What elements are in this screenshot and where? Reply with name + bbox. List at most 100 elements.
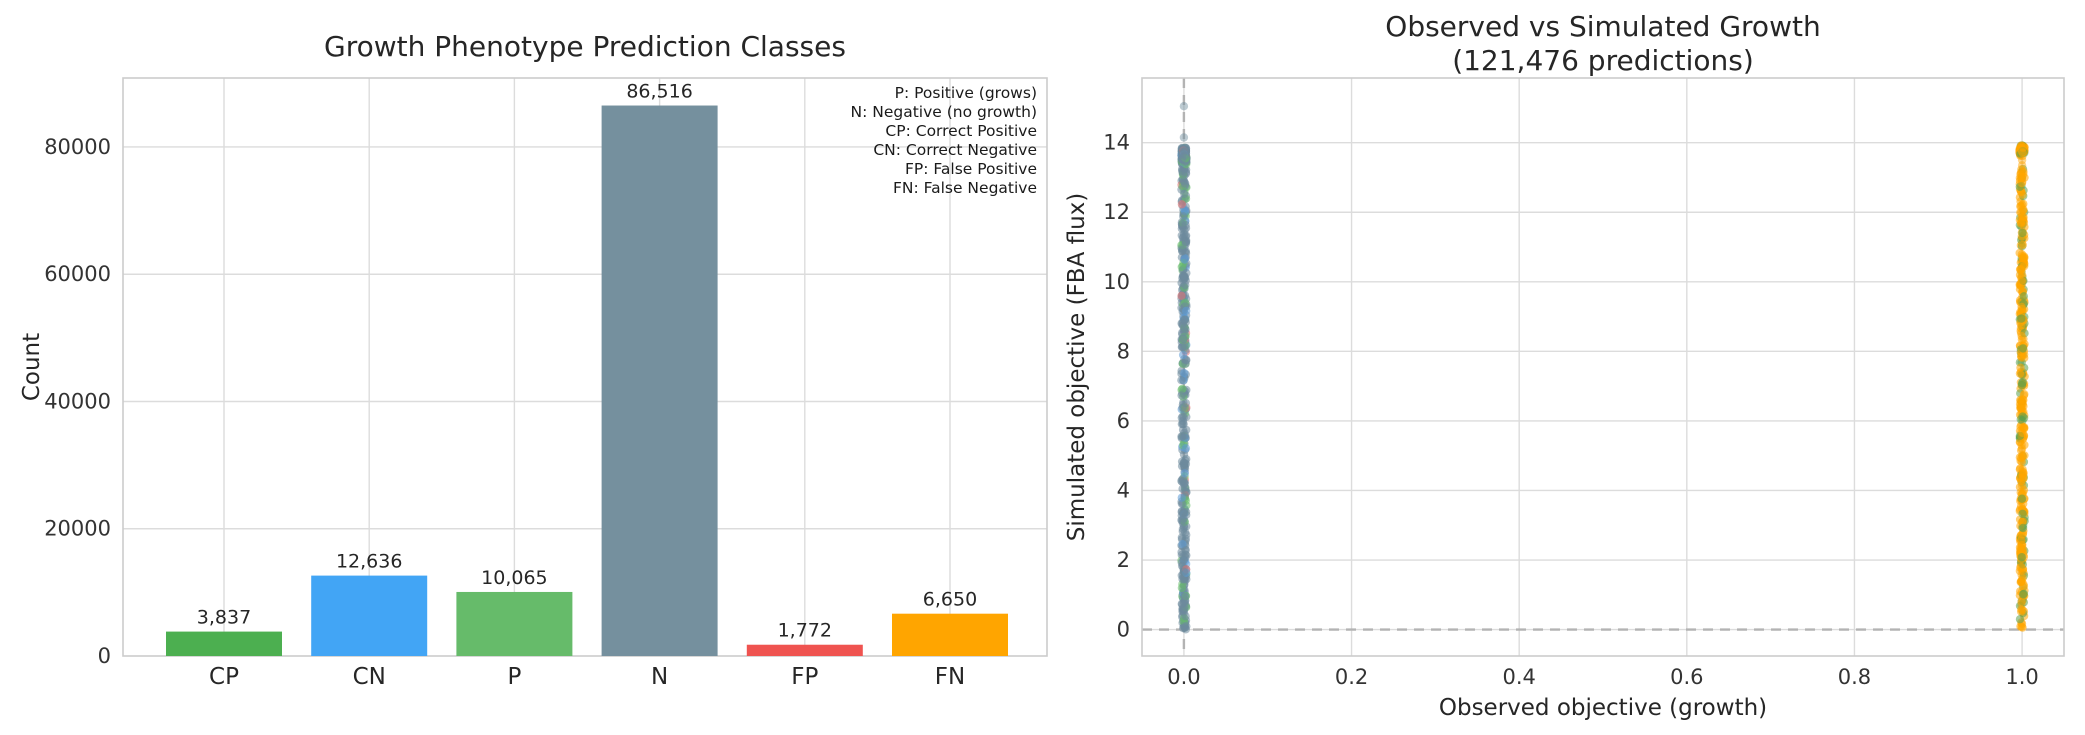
scatter-point: [1179, 212, 1188, 221]
scatter-point: [2018, 216, 2027, 225]
scatter-x-axis-label: Observed objective (growth): [1438, 695, 1768, 721]
scatter-y-tick-label: 10: [1103, 270, 1130, 294]
scatter-point: [2015, 369, 2025, 378]
scatter-x-tick-label: 0.4: [1502, 665, 1535, 689]
scatter-point: [2017, 605, 2026, 614]
scatter-point: [1178, 527, 1188, 536]
scatter-point: [2017, 302, 2026, 312]
scatter-point: [1182, 306, 1191, 316]
scatter-point: [2019, 252, 2029, 261]
scatter-point: [1177, 291, 1186, 300]
scatter-point: [1178, 149, 1187, 159]
scatter-chart-title: Observed vs Simulated Growth (121,476 pr…: [1142, 10, 2064, 78]
scatter-point: [1178, 319, 1187, 328]
scatter-point: [2019, 292, 2029, 301]
scatter-point: [2017, 562, 2026, 572]
scatter-y-tick-label: 8: [1117, 339, 1130, 363]
scatter-point: [1180, 189, 1189, 198]
legend-line-cp: CP: Correct Positive: [885, 122, 1037, 140]
scatter-y-tick-label: 4: [1117, 478, 1130, 502]
bar-y-tick-label: 40000: [44, 389, 111, 413]
scatter-point: [1181, 220, 1190, 230]
scatter-point: [2019, 350, 2029, 359]
scatter-point: [2015, 615, 2025, 624]
scatter-title-line2: (121,476 predictions): [1452, 44, 1754, 77]
bar-chart: 0 20000 40000 60000 80000 3,837 CP 12,636 CN 10,0…: [44, 77, 1048, 690]
legend-line-p: P: Positive (grows): [894, 84, 1037, 102]
scatter-point: [2015, 453, 2025, 462]
scatter-point: [1179, 102, 1189, 111]
scatter-point: [2020, 261, 2029, 271]
scatter-point: [2017, 536, 2026, 545]
scatter-point: [1178, 403, 1187, 412]
class-legend: P: Positive (grows) N: Negative (no grow…: [851, 84, 1038, 198]
scatter-y-tick-label: 0: [1117, 618, 1130, 642]
scatter-title-line1: Observed vs Simulated Growth: [1385, 10, 1821, 43]
bar-FP: [746, 644, 863, 656]
scatter-point: [1180, 604, 1189, 613]
scatter-y-tick-label: 6: [1117, 409, 1130, 433]
scatter-point: [2017, 332, 2026, 341]
bar-CN: [311, 575, 428, 656]
scatter-point: [1180, 369, 1189, 378]
scatter-point: [1178, 245, 1187, 254]
scatter-point: [1180, 255, 1189, 264]
scatter-point: [1180, 479, 1189, 488]
scatter-point: [2018, 344, 2028, 353]
bar-value-label-N: 86,516: [626, 81, 692, 103]
scatter-point: [2017, 597, 2026, 607]
scatter-point: [1180, 342, 1189, 351]
legend-line-cn: CN: Correct Negative: [873, 141, 1037, 159]
scatter-column-x0: [1177, 102, 1191, 634]
scatter-point: [2018, 412, 2027, 421]
scatter-point: [1177, 200, 1187, 209]
scatter-column-x1: [2015, 141, 2029, 632]
scatter-point: [1178, 540, 1187, 549]
scatter-point: [2017, 380, 2027, 390]
scatter-x-tick-label: 0.8: [1838, 665, 1871, 689]
bar-N: [601, 105, 718, 656]
bar-P: [456, 591, 573, 656]
scatter-point: [2015, 285, 2025, 294]
scatter-point: [1182, 268, 1191, 278]
legend-line-n: N: Negative (no growth): [850, 103, 1038, 121]
scatter-point: [1182, 487, 1191, 497]
scatter-y-axis-label: Simulated objective (FBA flux): [1064, 192, 1090, 542]
bar-value-label-P: 10,065: [481, 567, 547, 589]
bar-value-label-FP: 1,772: [778, 620, 832, 642]
bar-x-tick-label-FP: FP: [791, 664, 818, 690]
scatter-point: [1178, 416, 1188, 426]
bar-x-tick-label-CP: CP: [209, 664, 239, 690]
bar-x-tick-label-P: P: [507, 664, 521, 690]
bar-x-tick-label-FN: FN: [935, 664, 965, 690]
bar-plot-border: [122, 77, 1048, 657]
legend-line-fn: FN: False Negative: [892, 179, 1037, 197]
scatter-point: [1178, 425, 1188, 435]
scatter-point: [1178, 350, 1188, 360]
bar-value-label-CN: 12,636: [336, 551, 402, 573]
scatter-point: [1179, 567, 1189, 576]
scatter-point: [1177, 583, 1187, 593]
scatter-point: [2017, 494, 2027, 503]
scatter-point: [1179, 514, 1188, 523]
scatter-point: [2017, 314, 2026, 323]
scatter-point: [2018, 509, 2027, 518]
scatter-point: [2018, 400, 2027, 409]
bar-FN: [892, 613, 1008, 656]
scatter-x-tick-label: 1.0: [2005, 665, 2038, 689]
scatter-point: [2018, 428, 2027, 438]
scatter-point: [2017, 440, 2026, 450]
scatter-point: [1180, 623, 1189, 632]
scatter-point: [2019, 206, 2028, 215]
bar-chart-y-axis-label: Count: [19, 332, 45, 402]
scatter-x-tick-label: 0.0: [1167, 665, 1200, 689]
scatter-point: [1181, 237, 1191, 246]
scatter-chart: 0 2 4 6 8 10 12 14 0.0 0.2 0.4 0.6 0.8 1.0: [1103, 77, 2065, 689]
scatter-point: [2017, 161, 2027, 170]
scatter-point: [1181, 444, 1191, 453]
bar-CP: [166, 631, 282, 656]
scatter-y-tick-label: 12: [1103, 200, 1130, 224]
scatter-point: [1177, 493, 1187, 502]
